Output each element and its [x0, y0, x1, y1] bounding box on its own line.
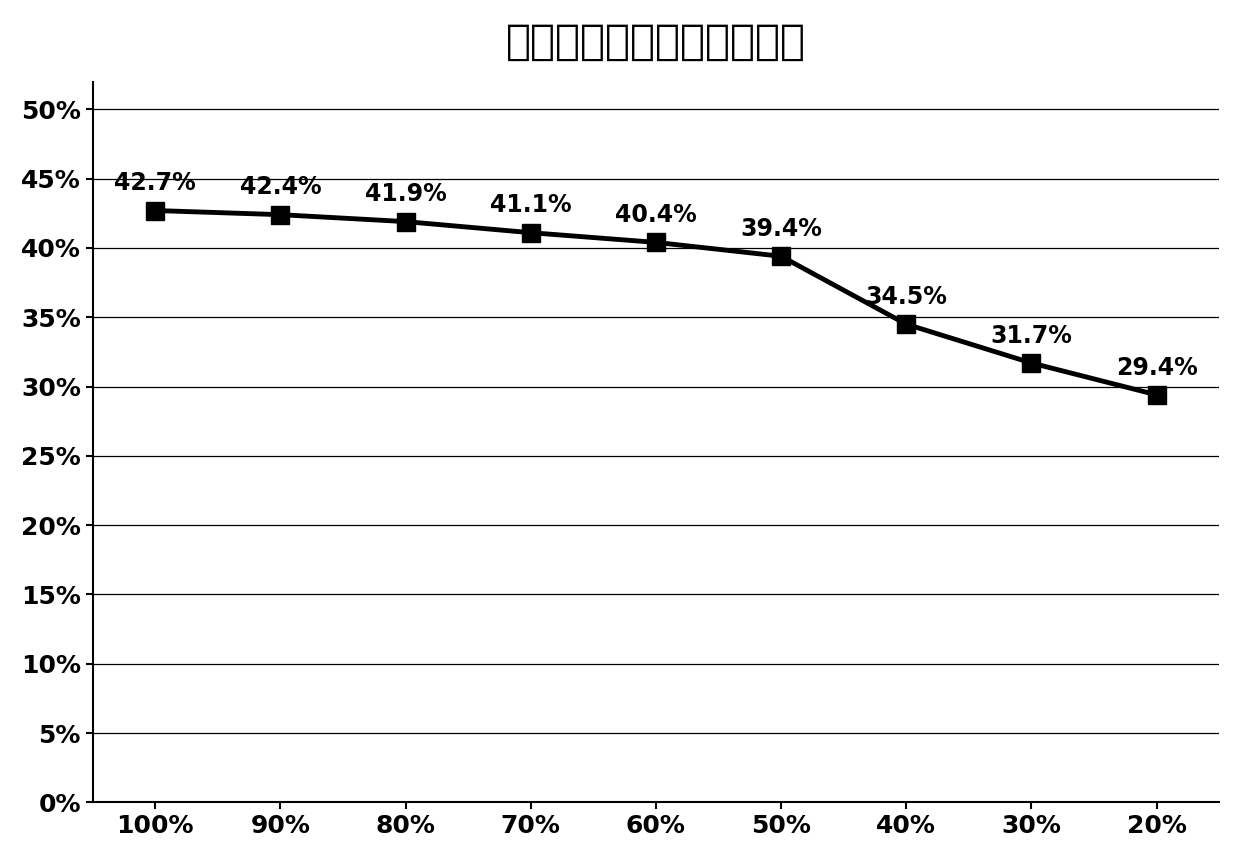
Text: 40.4%: 40.4% — [615, 203, 697, 227]
Text: 41.9%: 41.9% — [365, 182, 446, 206]
Text: 41.1%: 41.1% — [490, 193, 572, 217]
Text: 39.4%: 39.4% — [740, 217, 822, 241]
Text: 34.5%: 34.5% — [866, 285, 947, 309]
Text: 42.4%: 42.4% — [239, 175, 321, 199]
Text: 42.7%: 42.7% — [114, 171, 196, 195]
Text: 29.4%: 29.4% — [1116, 356, 1198, 380]
Text: 31.7%: 31.7% — [991, 324, 1073, 348]
Title: 机组不同出力下热效率曲线: 机组不同出力下热效率曲线 — [506, 21, 806, 63]
